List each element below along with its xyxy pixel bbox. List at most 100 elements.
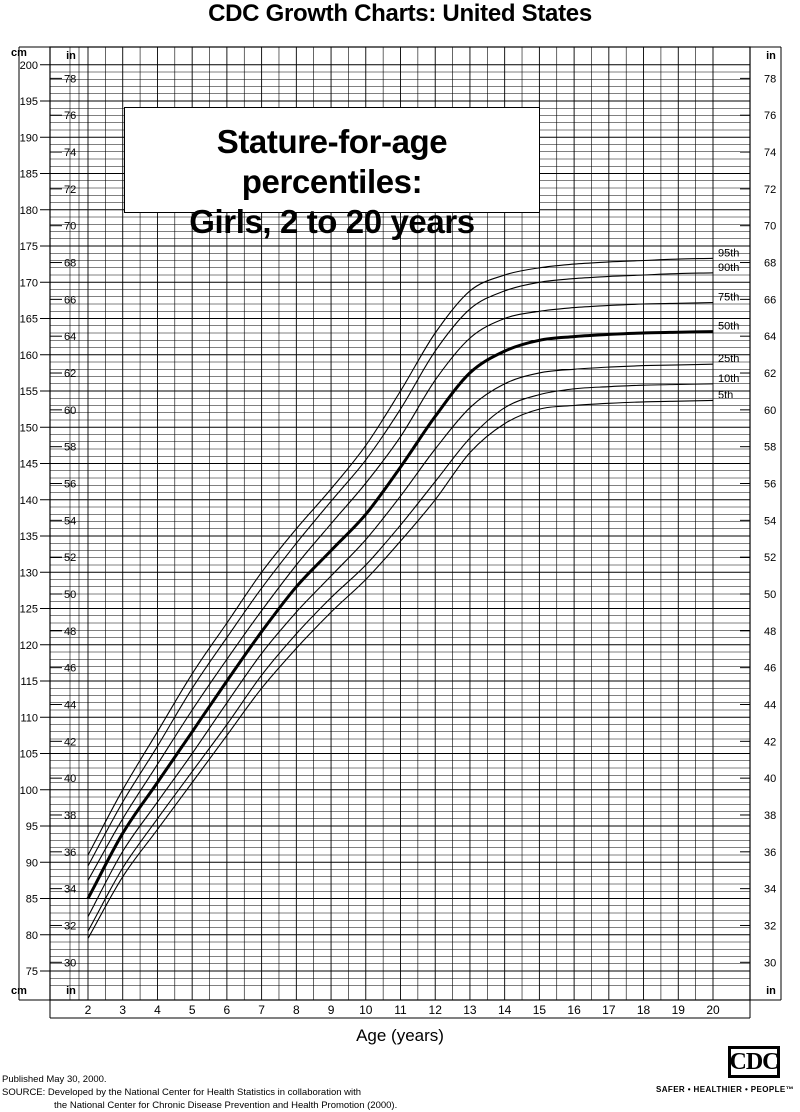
chart-title: CDC Growth Charts: United States <box>208 0 592 27</box>
cm-tick-label: 160 <box>20 350 38 362</box>
cm-tick-label: 170 <box>20 277 38 289</box>
in-tick-label-left: 78 <box>64 73 76 85</box>
in-tick-label-left: 46 <box>64 663 76 675</box>
in-tick-label-right: 50 <box>764 589 776 601</box>
unit-label-in-bottom: in <box>66 985 76 997</box>
percentile-curve-10th <box>87 383 714 932</box>
cm-tick-label: 90 <box>26 857 38 869</box>
chart-subtitle-panel: Stature-for-age percentiles: Girls, 2 to… <box>124 107 540 240</box>
cm-tick-label: 190 <box>20 132 38 144</box>
unit-label-cm-bottom: cm <box>11 985 27 997</box>
in-tick-label-right: 58 <box>764 442 776 454</box>
percentile-label-5th: 5th <box>718 389 733 401</box>
age-tick-label: 2 <box>85 1003 92 1017</box>
in-tick-label-right: 34 <box>764 884 776 896</box>
in-tick-label-right: 52 <box>764 552 776 564</box>
in-tick-label-left: 64 <box>64 331 76 343</box>
in-tick-label-right: 70 <box>764 221 776 233</box>
percentile-curve-5th <box>87 399 714 939</box>
cdc-logo: CDC <box>728 1046 780 1078</box>
cm-tick-label: 145 <box>20 459 38 471</box>
age-tick-label: 13 <box>463 1003 477 1017</box>
in-tick-label-left: 76 <box>64 110 76 122</box>
percentile-curve-25th <box>87 363 714 917</box>
in-tick-label-right: 72 <box>764 184 776 196</box>
cm-tick-label: 105 <box>20 749 38 761</box>
cm-tick-label: 180 <box>20 205 38 217</box>
cm-tick-label: 80 <box>26 930 38 942</box>
cm-tick-label: 100 <box>20 785 38 797</box>
in-tick-label-right: 40 <box>764 773 776 785</box>
in-tick-label-left: 52 <box>64 552 76 564</box>
percentile-label-90th: 90th <box>718 262 739 274</box>
in-tick-label-left: 40 <box>64 773 76 785</box>
age-tick-label: 12 <box>429 1003 443 1017</box>
in-tick-label-left: 68 <box>64 258 76 270</box>
age-tick-label: 8 <box>293 1003 300 1017</box>
cm-tick-label: 135 <box>20 531 38 543</box>
percentile-curve-75th <box>87 302 714 881</box>
in-tick-label-right: 44 <box>764 699 776 711</box>
in-tick-label-right: 46 <box>764 663 776 675</box>
percentile-labels: 95th 90th 75th 50th 25th 10th 5th <box>718 247 739 401</box>
cm-tick-label: 130 <box>20 567 38 579</box>
in-tick-label-right: 32 <box>764 920 776 932</box>
age-tick-label: 9 <box>328 1003 335 1017</box>
percentile-label-95th: 95th <box>718 247 739 259</box>
cm-tick-label: 200 <box>20 60 38 72</box>
in-tick-label-right: 54 <box>764 515 776 527</box>
in-tick-label-right: 48 <box>764 626 776 638</box>
unit-label-in-top-right: in <box>766 50 776 62</box>
in-tick-label-right: 30 <box>764 957 776 969</box>
in-tick-label-left: 38 <box>64 810 76 822</box>
cdc-tagline: SAFER • HEALTHIER • PEOPLE™ <box>656 1085 795 1094</box>
subtitle-line-1: Stature-for-age percentiles: <box>216 123 448 200</box>
age-tick-label: 11 <box>394 1003 407 1017</box>
age-tick-label: 4 <box>154 1003 161 1017</box>
in-tick-label-left: 50 <box>64 589 76 601</box>
subtitle-line-2: Girls, 2 to 20 years <box>189 203 475 240</box>
in-tick-label-left: 34 <box>64 884 76 896</box>
cm-tick-label: 195 <box>20 96 38 108</box>
in-tick-label-left: 58 <box>64 442 76 454</box>
age-tick-label: 19 <box>672 1003 686 1017</box>
percentile-label-75th: 75th <box>718 292 739 304</box>
in-tick-label-right: 66 <box>764 294 776 306</box>
age-tick-label: 20 <box>706 1003 720 1017</box>
in-tick-label-right: 64 <box>764 331 776 343</box>
unit-label-in-top: in <box>66 50 76 62</box>
age-tick-label: 16 <box>567 1003 581 1017</box>
in-tick-label-right: 60 <box>764 405 776 417</box>
cm-tick-label: 175 <box>20 241 38 253</box>
in-tick-label-right: 78 <box>764 73 776 85</box>
x-axis-label: Age (years) <box>356 1026 444 1045</box>
in-tick-label-left: 70 <box>64 221 76 233</box>
in-tick-label-left: 48 <box>64 626 76 638</box>
unit-label-cm-top: cm <box>11 47 27 59</box>
percentile-curve-95th <box>87 257 714 856</box>
cm-tick-label: 165 <box>20 314 38 326</box>
age-tick-label: 18 <box>637 1003 651 1017</box>
published-note: Published May 30, 2000. <box>2 1074 107 1085</box>
source-note-1: SOURCE: Developed by the National Center… <box>2 1087 362 1098</box>
source-note-2: the National Center for Chronic Disease … <box>54 1100 398 1111</box>
in-tick-label-right: 56 <box>764 479 776 491</box>
in-tick-label-left: 42 <box>64 736 76 748</box>
in-tick-label-left: 74 <box>64 147 76 159</box>
percentile-label-10th: 10th <box>718 373 739 385</box>
cm-tick-label: 115 <box>20 676 38 688</box>
age-tick-label: 10 <box>359 1003 373 1017</box>
in-tick-label-left: 36 <box>64 847 76 859</box>
in-tick-label-right: 42 <box>764 736 776 748</box>
in-tick-label-left: 72 <box>64 184 76 196</box>
cm-tick-label: 150 <box>20 422 38 434</box>
cm-tick-label: 140 <box>20 495 38 507</box>
in-tick-label-right: 62 <box>764 368 776 380</box>
in-tick-label-left: 60 <box>64 405 76 417</box>
in-tick-label-left: 30 <box>64 957 76 969</box>
in-tick-label-right: 68 <box>764 258 776 270</box>
unit-label-in-bottom-right: in <box>766 985 776 997</box>
in-tick-label-left: 54 <box>64 515 76 527</box>
cm-tick-label: 120 <box>20 640 38 652</box>
age-tick-label: 3 <box>119 1003 126 1017</box>
